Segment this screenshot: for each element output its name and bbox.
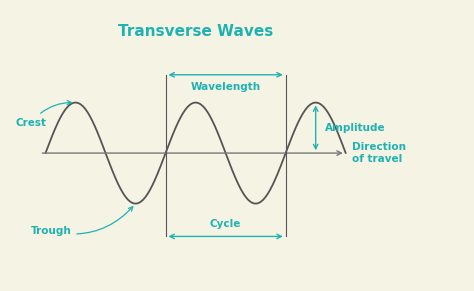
Text: Trough: Trough xyxy=(30,207,133,236)
Text: Cycle: Cycle xyxy=(210,219,241,229)
Text: Transverse Waves: Transverse Waves xyxy=(118,24,273,39)
Text: Wavelength: Wavelength xyxy=(191,82,261,92)
Text: Direction
of travel: Direction of travel xyxy=(352,142,406,164)
Text: Amplitude: Amplitude xyxy=(325,123,385,133)
Text: Crest: Crest xyxy=(16,100,72,128)
